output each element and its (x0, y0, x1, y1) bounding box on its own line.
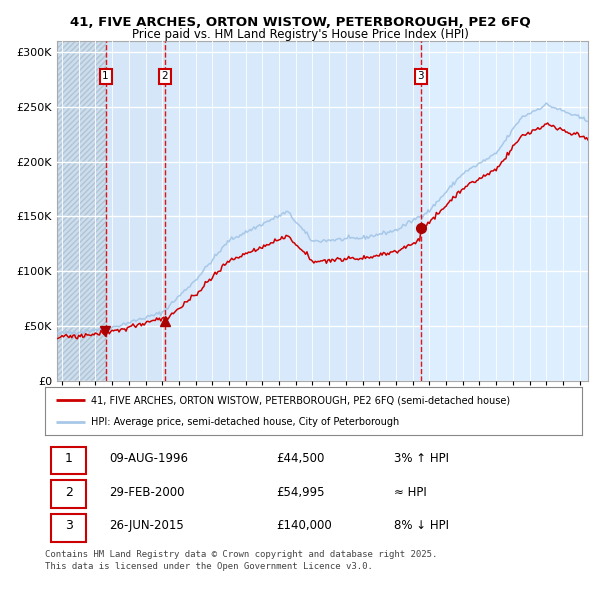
Bar (165, 41, 421, 381)
Bar (57, 41, 106, 381)
Text: ≈ HPI: ≈ HPI (394, 486, 427, 499)
Text: 8% ↓ HPI: 8% ↓ HPI (394, 519, 449, 532)
Text: £54,995: £54,995 (276, 486, 325, 499)
FancyBboxPatch shape (52, 447, 86, 474)
Text: HPI: Average price, semi-detached house, City of Peterborough: HPI: Average price, semi-detached house,… (91, 417, 399, 427)
Text: 2: 2 (161, 71, 168, 81)
Text: 41, FIVE ARCHES, ORTON WISTOW, PETERBOROUGH, PE2 6FQ (semi-detached house): 41, FIVE ARCHES, ORTON WISTOW, PETERBORO… (91, 395, 510, 405)
Text: 41, FIVE ARCHES, ORTON WISTOW, PETERBOROUGH, PE2 6FQ: 41, FIVE ARCHES, ORTON WISTOW, PETERBORO… (70, 16, 530, 29)
Text: £140,000: £140,000 (276, 519, 332, 532)
Text: 2: 2 (65, 486, 73, 499)
Text: 09-AUG-1996: 09-AUG-1996 (109, 452, 188, 465)
Text: 1: 1 (65, 452, 73, 465)
Text: 3: 3 (418, 71, 424, 81)
Text: 3% ↑ HPI: 3% ↑ HPI (394, 452, 449, 465)
FancyBboxPatch shape (52, 514, 86, 542)
FancyBboxPatch shape (52, 480, 86, 508)
Text: Price paid vs. HM Land Registry's House Price Index (HPI): Price paid vs. HM Land Registry's House … (131, 28, 469, 41)
Bar (57, 41, 106, 381)
Text: 26-JUN-2015: 26-JUN-2015 (109, 519, 184, 532)
Text: 1: 1 (102, 71, 109, 81)
Text: 3: 3 (65, 519, 73, 532)
Text: 29-FEB-2000: 29-FEB-2000 (109, 486, 185, 499)
Bar (106, 41, 165, 381)
Text: Contains HM Land Registry data © Crown copyright and database right 2025.
This d: Contains HM Land Registry data © Crown c… (45, 550, 437, 571)
Text: £44,500: £44,500 (276, 452, 324, 465)
